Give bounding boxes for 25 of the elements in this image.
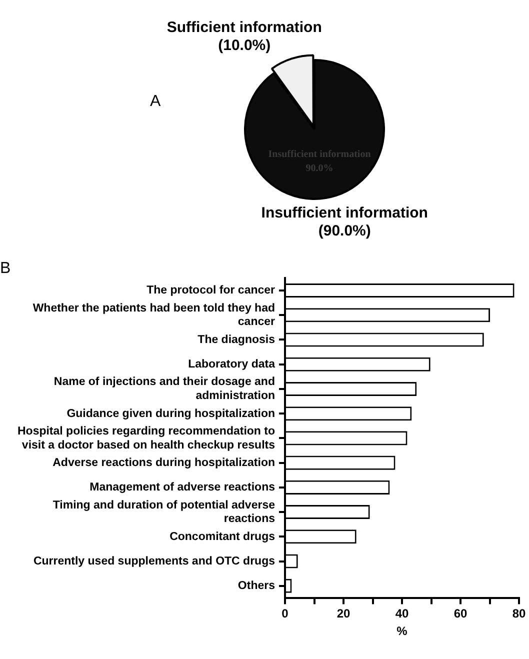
y-tick-label: Guidance given during hospitalization: [66, 408, 275, 420]
text: A: [150, 93, 161, 110]
y-tick-label: Whether the patients had been told they had cancer: [32, 302, 276, 328]
y-tick-label: Laboratory data: [188, 358, 276, 371]
x-tick-label: 80: [512, 606, 526, 621]
y-tick-label: Timing and duration of potential adverse reactions: [52, 499, 275, 526]
x-tick-label: 0: [282, 606, 289, 621]
x-tick-label: 20: [336, 606, 350, 621]
y-tick-label: The protocol for cancer: [146, 284, 276, 297]
y-tick-label: Currently used supplements and OTC drugs: [33, 555, 275, 568]
text: B: [0, 260, 11, 278]
data-label: (10.0%): [218, 36, 271, 54]
x-axis-title: %: [396, 624, 408, 638]
y-tick-label: Concomitant drugs: [170, 530, 275, 543]
y-tick-label: Name of injections and their dosage and administration: [54, 376, 275, 402]
x-tick-label: 60: [454, 606, 468, 621]
y-tick-label: Adverse reactions during hospitalization: [52, 456, 275, 469]
x-tick-label: 40: [395, 606, 409, 621]
y-tick-label: Others: [238, 580, 275, 592]
y-tick-label: The diagnosis: [198, 334, 275, 346]
y-tick-label: Management of adverse reactions: [90, 482, 275, 494]
slice-label: Insufficient information: [261, 204, 428, 222]
slice-label: Sufficient information: [166, 18, 322, 36]
y-tick-label: Hospital policies regarding recommendation to visit a doctor based on health checkup results: [17, 425, 275, 452]
data-label: (90.0%): [318, 222, 371, 240]
